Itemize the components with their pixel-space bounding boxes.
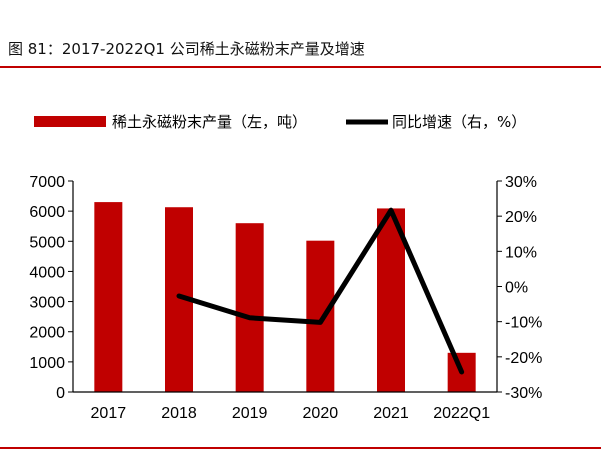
left-tick-label: 0 xyxy=(56,385,65,402)
figure-title: 图 81：2017-2022Q1 公司稀土永磁粉末产量及增速 xyxy=(8,40,365,58)
left-tick-label: 4000 xyxy=(29,264,65,281)
right-tick-label: -30% xyxy=(505,385,542,402)
legend-line-label: 同比增速（右，%） xyxy=(392,113,526,131)
left-tick-label: 2000 xyxy=(29,325,65,342)
left-tick-label: 7000 xyxy=(29,174,65,191)
right-tick-label: -20% xyxy=(505,350,542,367)
top-rule xyxy=(0,66,601,68)
bar-2017 xyxy=(94,202,123,392)
right-tick-label: 10% xyxy=(505,244,537,261)
bar-2020 xyxy=(306,240,335,392)
left-tick-label: 5000 xyxy=(29,234,65,251)
right-tick-label: 0% xyxy=(505,280,528,297)
x-tick-label: 2021 xyxy=(373,405,409,422)
right-tick-label: 30% xyxy=(505,174,537,191)
left-tick-label: 1000 xyxy=(29,355,65,372)
x-tick-label: 2022Q1 xyxy=(433,405,490,422)
x-tick-label: 2017 xyxy=(91,405,127,422)
x-tick-label: 2018 xyxy=(161,405,197,422)
x-tick-label: 2020 xyxy=(303,405,339,422)
left-tick-label: 6000 xyxy=(29,204,65,221)
legend-bar-label: 稀土永磁粉末产量（左，吨） xyxy=(112,113,307,131)
legend: 稀土永磁粉末产量（左，吨） 同比增速（右，%） xyxy=(34,113,526,131)
right-tick-label: -10% xyxy=(505,315,542,332)
left-tick-label: 3000 xyxy=(29,295,65,312)
right-tick-label: 20% xyxy=(505,209,537,226)
x-tick-label: 2019 xyxy=(232,405,268,422)
bar-2019 xyxy=(235,223,264,392)
bottom-rule xyxy=(0,447,601,449)
bar-2021 xyxy=(377,208,405,392)
legend-bar-swatch xyxy=(34,116,106,127)
